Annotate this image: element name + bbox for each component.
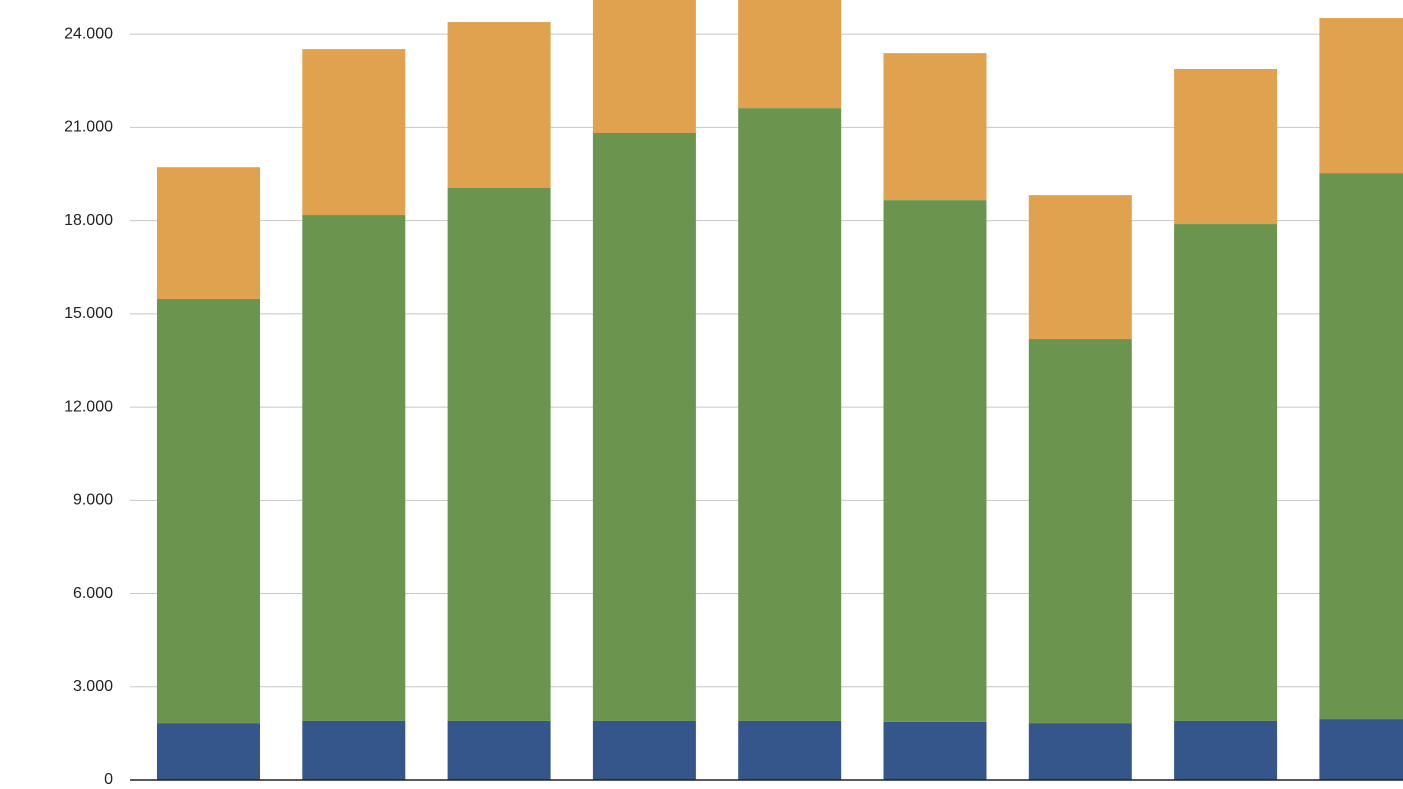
bar-segment [883,721,987,780]
y-tick-label: 18.000 [64,212,113,229]
bars [157,0,1403,780]
bar-segment [1174,720,1278,780]
y-tick-label: 24.000 [64,25,113,42]
bar-segment [302,215,406,721]
bar-segment [157,723,260,780]
bar-segment [738,0,842,109]
y-tick-label: 12.000 [64,398,113,415]
bar-segment [1319,173,1403,720]
y-tick-label: 0 [104,771,113,788]
bar-segment [1028,339,1132,724]
bar-segment [302,49,406,216]
bar-segment [1028,723,1132,780]
y-tick-label: 3.000 [73,678,113,695]
bar-segment [883,200,987,722]
bar-segment [738,720,842,780]
bar-segment [157,167,260,299]
bar-segment [738,108,842,721]
bar-segment [592,133,696,721]
bar-segment [1319,719,1403,780]
bar-segment [447,720,551,780]
bar-segment [592,720,696,780]
bar-segment [302,720,406,780]
bar-segment [447,188,551,721]
bar-segment [1174,68,1278,225]
y-tick-label: 9.000 [73,492,113,509]
bar-segment [1319,18,1403,174]
bar-segment [1028,195,1132,340]
y-tick-label: 21.000 [64,119,113,136]
bar-segment [592,0,696,134]
y-tick-label: 15.000 [64,305,113,322]
bar-segment [447,22,551,189]
bar-segment [157,298,260,724]
bar-segment [883,53,987,201]
bar-segment [1174,224,1278,721]
y-tick-label: 6.000 [73,585,113,602]
